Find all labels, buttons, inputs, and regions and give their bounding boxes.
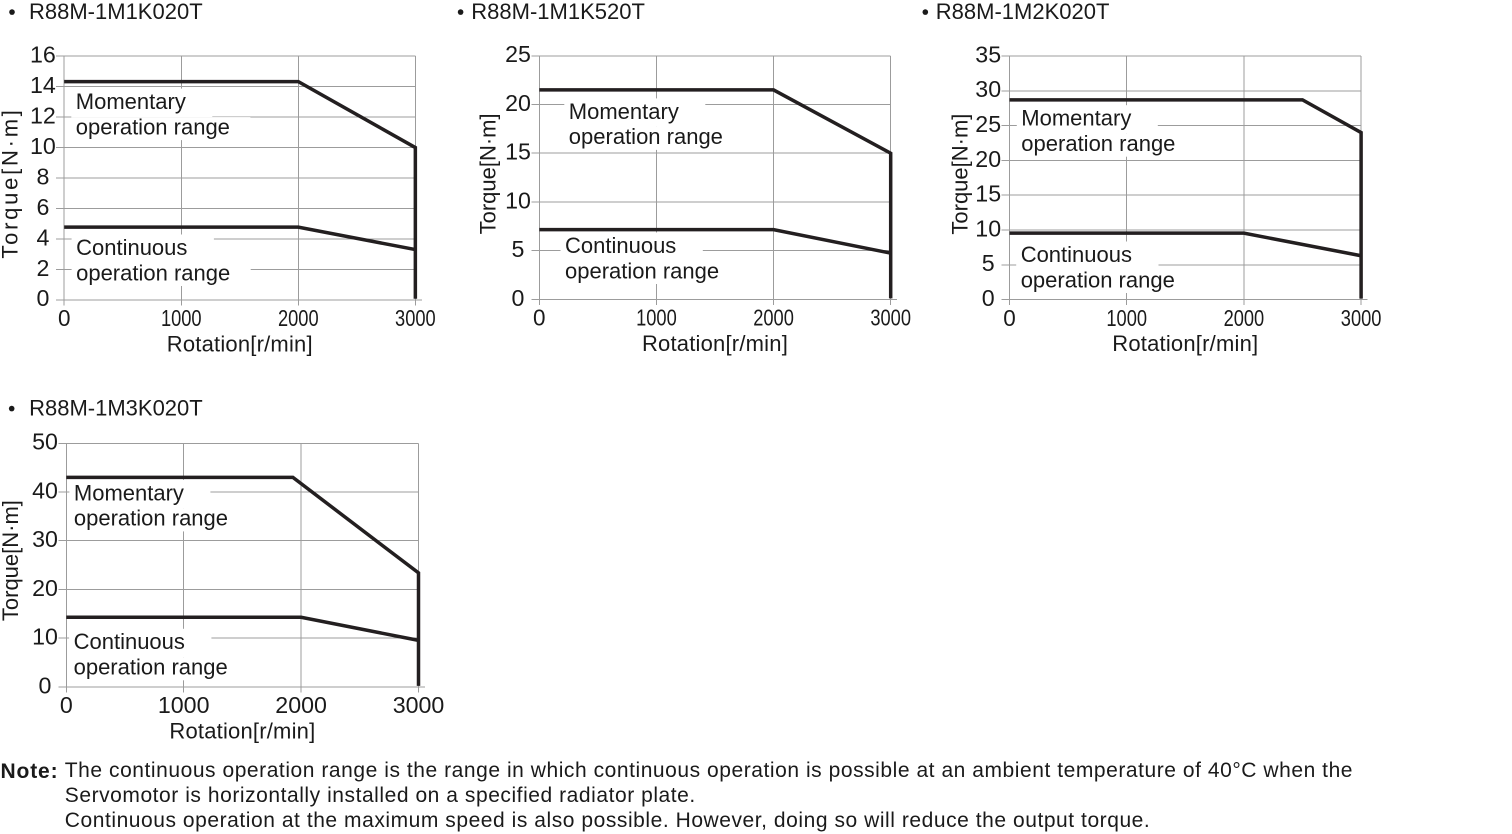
svg-text:1000: 1000 [636,305,677,331]
svg-text:Torque[N·m]: Torque[N·m] [948,114,973,235]
svg-text:1000: 1000 [1106,305,1147,331]
svg-text:0: 0 [39,672,52,698]
svg-text:6: 6 [36,194,49,220]
svg-text:3000: 3000 [870,305,911,331]
svg-text:operation range: operation range [569,124,723,149]
svg-text:4: 4 [36,224,49,250]
svg-text:10: 10 [505,187,531,213]
svg-text:R88M-1M1K520T: R88M-1M1K520T [471,0,645,24]
svg-text:Torque[N·m]: Torque[N·m] [0,500,23,621]
svg-text:0: 0 [533,305,546,331]
svg-text:Torque[N·m]: Torque[N·m] [0,107,22,258]
svg-text:35: 35 [975,41,1001,67]
svg-text:25: 25 [505,41,531,67]
svg-text:25: 25 [975,111,1001,137]
svg-text:14: 14 [30,72,56,98]
svg-text:15: 15 [505,139,531,165]
svg-text:10: 10 [30,133,56,159]
svg-text:2000: 2000 [753,305,794,331]
svg-text:1000: 1000 [161,305,202,331]
svg-text:0: 0 [982,285,995,311]
svg-text:operation range: operation range [1021,131,1175,156]
svg-text:10: 10 [32,624,58,650]
svg-text:operation range: operation range [74,506,228,531]
svg-text:Rotation[r/min]: Rotation[r/min] [1112,331,1258,356]
svg-text:operation range: operation range [565,258,719,283]
svg-text:5: 5 [512,236,525,262]
svg-text:R88M-1M2K020T: R88M-1M2K020T [936,0,1110,24]
svg-text:operation range: operation range [1021,267,1175,292]
svg-text:Torque[N·m]: Torque[N·m] [475,113,500,234]
svg-text:16: 16 [30,42,56,68]
svg-text:2: 2 [36,255,49,281]
svg-text:operation range: operation range [74,655,228,680]
svg-text:3000: 3000 [395,305,436,331]
svg-text:20: 20 [975,146,1001,172]
svg-text:8: 8 [36,163,49,189]
svg-text:Momentary: Momentary [76,89,186,114]
svg-text:Momentary: Momentary [1021,106,1131,131]
svg-text:operation range: operation range [76,260,230,285]
svg-text:R88M-1M1K020T: R88M-1M1K020T [29,0,203,24]
svg-text:2000: 2000 [278,305,319,331]
svg-text:12: 12 [30,103,56,129]
svg-text:Rotation[r/min]: Rotation[r/min] [167,331,313,356]
svg-text:2000: 2000 [275,692,327,718]
svg-text:Continuous: Continuous [76,235,187,260]
svg-text:Momentary: Momentary [569,99,679,124]
svg-text:50: 50 [32,429,58,455]
svg-text:0: 0 [58,305,71,331]
svg-text:30: 30 [32,526,58,552]
svg-text:3000: 3000 [1341,305,1382,331]
svg-text:5: 5 [982,250,995,276]
svg-text:Rotation[r/min]: Rotation[r/min] [642,331,788,356]
svg-text:operation range: operation range [76,114,230,139]
svg-text:20: 20 [32,575,58,601]
svg-text:10: 10 [975,215,1001,241]
svg-text:1000: 1000 [158,692,210,718]
svg-text:15: 15 [975,181,1001,207]
svg-text:0: 0 [60,692,73,718]
svg-text:40: 40 [32,477,58,503]
svg-text:2000: 2000 [1224,305,1265,331]
svg-text:3000: 3000 [393,692,445,718]
svg-text:0: 0 [1003,305,1016,331]
svg-text:0: 0 [36,285,49,311]
svg-text:Rotation[r/min]: Rotation[r/min] [169,718,315,743]
svg-text:30: 30 [975,76,1001,102]
svg-text:20: 20 [505,90,531,116]
svg-text:0: 0 [512,285,525,311]
svg-text:Continuous: Continuous [1021,242,1132,267]
svg-text:Continuous: Continuous [565,233,676,258]
svg-text:Momentary: Momentary [74,480,184,505]
svg-text:Continuous: Continuous [74,629,185,654]
svg-text:R88M-1M3K020T: R88M-1M3K020T [29,395,203,420]
